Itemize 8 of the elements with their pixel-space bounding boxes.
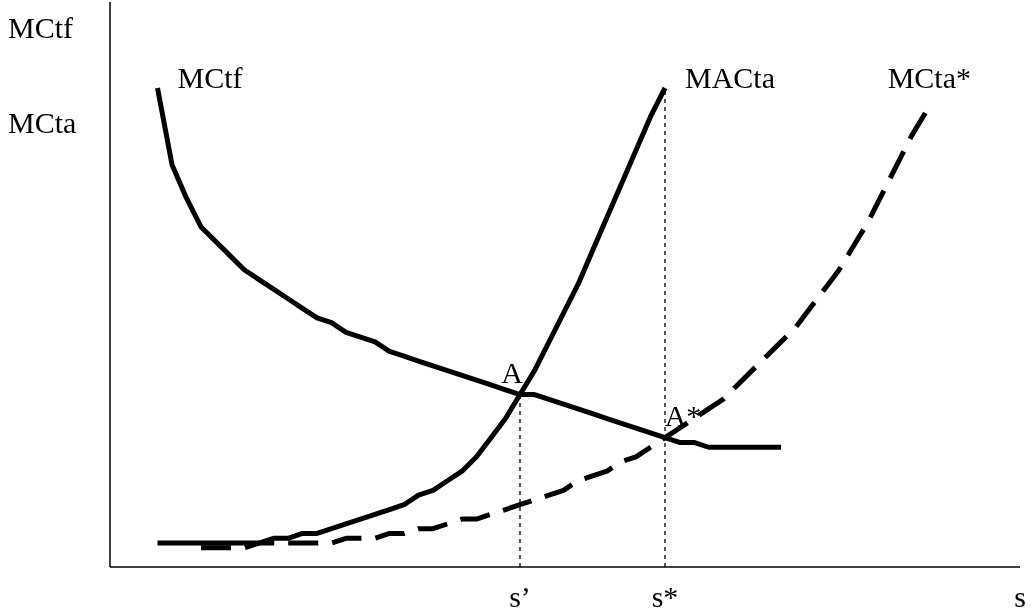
- annotation: A: [501, 355, 524, 389]
- series-label: MCtf: [177, 61, 243, 94]
- series-label: MACta: [685, 61, 775, 94]
- x-tick-label: s’: [509, 580, 531, 613]
- x-axis-title: s: [1014, 580, 1026, 613]
- series-label: MCta*: [887, 61, 971, 94]
- x-tick-label: s*: [651, 580, 679, 613]
- text: MCtf MCta: [8, 11, 77, 139]
